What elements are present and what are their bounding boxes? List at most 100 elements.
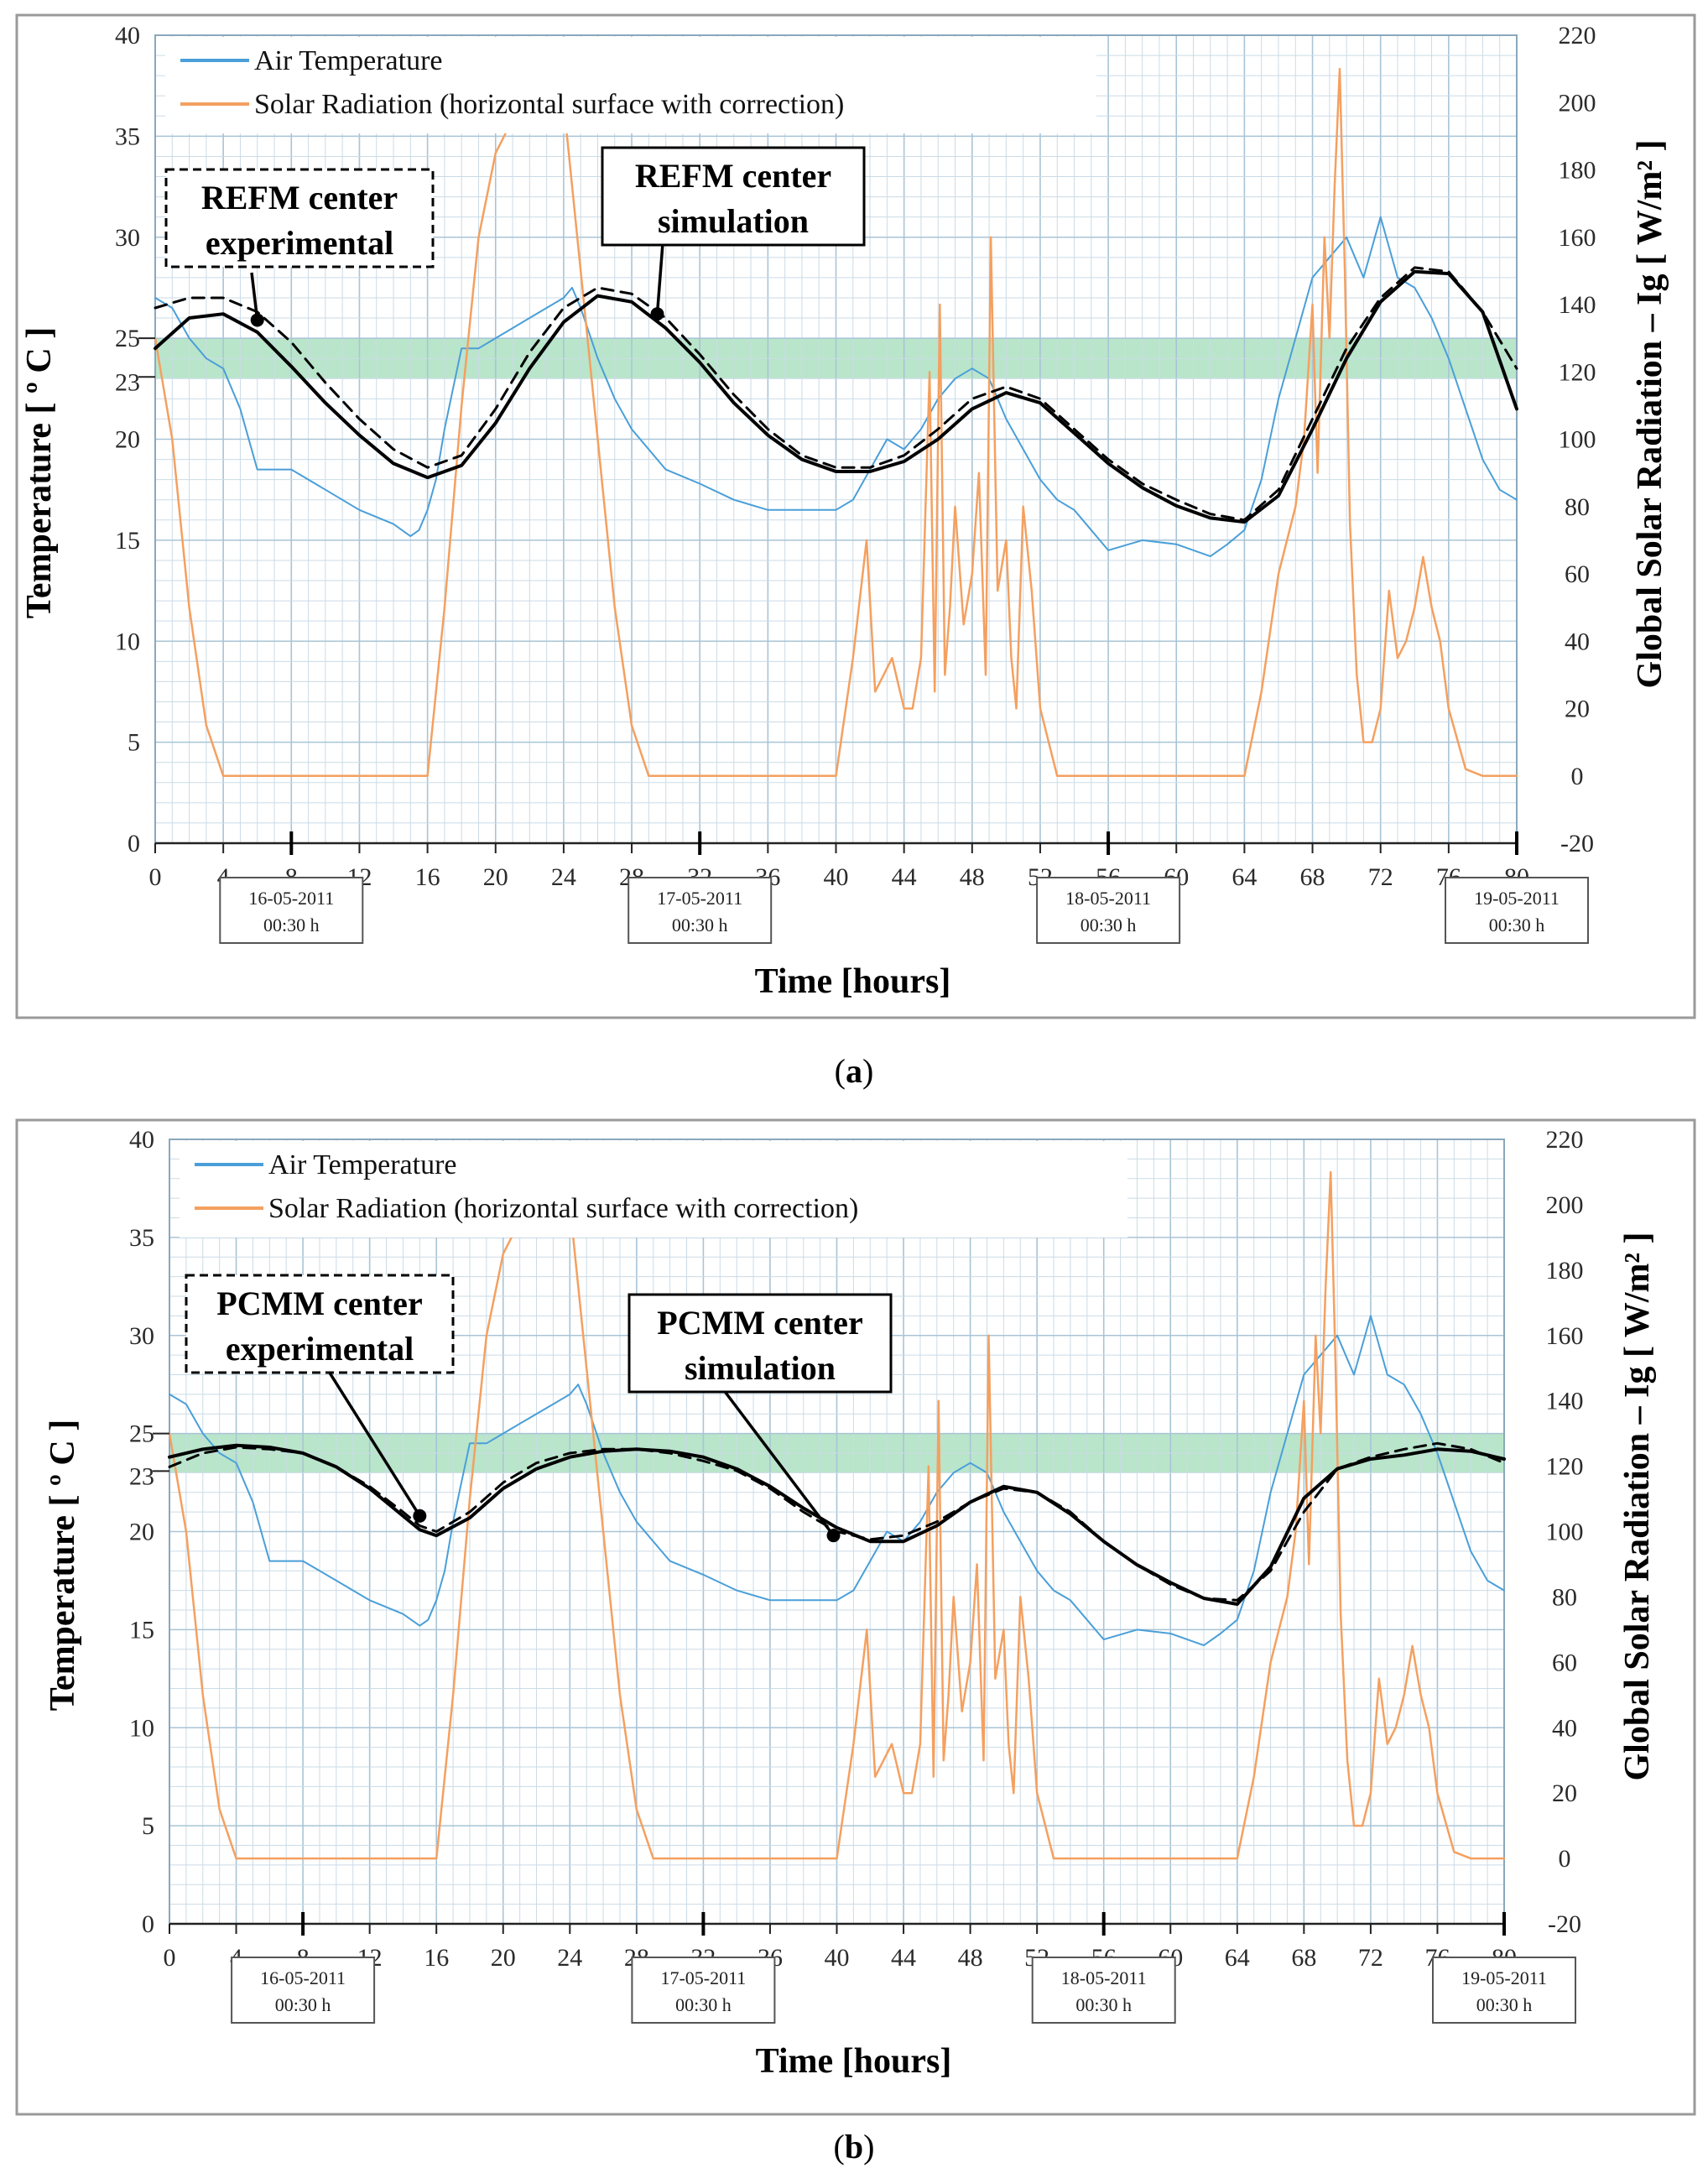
callout-leader bbox=[250, 272, 259, 320]
x-tick-label: 64 bbox=[1232, 863, 1257, 891]
date-label: 19-05-2011 bbox=[1474, 888, 1560, 909]
date-box bbox=[1432, 1957, 1576, 2024]
y-right-tick-label: 120 bbox=[1559, 358, 1596, 386]
callout-text: simulation bbox=[658, 202, 809, 240]
y-right-tick-label: 80 bbox=[1565, 493, 1590, 521]
x-axis-title: Time [hours] bbox=[756, 2042, 952, 2081]
x-tick-label: 20 bbox=[483, 863, 508, 891]
time-label: 00:30 h bbox=[675, 1994, 732, 2015]
y-right-tick-label: 100 bbox=[1559, 426, 1596, 454]
time-label: 00:30 h bbox=[263, 915, 320, 935]
y-left-tick-label: 20 bbox=[115, 426, 140, 454]
x-tick-label: 0 bbox=[149, 863, 162, 891]
x-tick-label: 24 bbox=[557, 1944, 582, 1972]
x-tick-label: 20 bbox=[491, 1944, 516, 1972]
x-tick-label: 72 bbox=[1358, 1944, 1383, 1972]
date-box bbox=[627, 877, 773, 944]
series-line-air-temperature bbox=[154, 216, 1518, 558]
y-right-tick-label: 60 bbox=[1565, 560, 1590, 588]
callout-marker bbox=[826, 1529, 841, 1543]
y-left-tick-label: 25 bbox=[115, 325, 140, 352]
x-tick-label: 48 bbox=[958, 1944, 983, 1972]
series-line-refm-center-simulation bbox=[154, 269, 1518, 524]
y-left-tick-label: 15 bbox=[129, 1616, 154, 1644]
x-tick-label: 0 bbox=[164, 1944, 176, 1972]
date-box bbox=[219, 877, 364, 944]
y-left-tick-label: 20 bbox=[129, 1519, 154, 1546]
y-right-tick-label: -20 bbox=[1548, 1910, 1581, 1938]
y-left-extra-tick-label: 23 bbox=[129, 1462, 154, 1490]
series-line-pcmm-center-experimental bbox=[168, 1441, 1506, 1602]
y-right-tick-label: 80 bbox=[1552, 1583, 1577, 1611]
y-right-tick-label: 60 bbox=[1552, 1649, 1577, 1676]
series-line-refm-center-experimental bbox=[154, 266, 1518, 522]
date-box bbox=[1445, 877, 1589, 944]
y-left-axis-title: Temperature [ º C ] bbox=[44, 1420, 82, 1711]
panel-b-caption: (b) bbox=[834, 2128, 875, 2165]
x-tick-label: 64 bbox=[1225, 1944, 1250, 1972]
callout-text: REFM center bbox=[201, 179, 398, 216]
callout-leader bbox=[655, 242, 664, 315]
callout-box bbox=[601, 146, 866, 247]
callout-marker bbox=[413, 1509, 427, 1523]
y-left-tick-label: 10 bbox=[115, 628, 140, 655]
y-right-tick-label: 220 bbox=[1559, 22, 1596, 50]
y-right-axis-title: Global Solar Radiation – Ig [ W/m² ] bbox=[1618, 1232, 1657, 1781]
y-left-tick-label: 30 bbox=[129, 1322, 154, 1350]
legend-box bbox=[180, 1141, 1127, 1238]
callout-leader bbox=[711, 1374, 835, 1537]
date-label: 18-05-2011 bbox=[1061, 1967, 1147, 1988]
y-right-tick-label: 200 bbox=[1559, 89, 1596, 117]
callout-text: PCMM center bbox=[216, 1285, 422, 1322]
time-label: 00:30 h bbox=[1081, 915, 1137, 935]
callout-text: PCMM center bbox=[657, 1304, 862, 1342]
date-label: 16-05-2011 bbox=[248, 888, 334, 909]
x-axis-title: Time [hours] bbox=[755, 962, 951, 1001]
callout-box bbox=[627, 1293, 893, 1394]
y-right-tick-label: 40 bbox=[1565, 628, 1590, 655]
y-left-tick-label: 40 bbox=[115, 22, 140, 50]
time-label: 00:30 h bbox=[1489, 915, 1545, 935]
x-tick-label: 68 bbox=[1300, 863, 1325, 891]
y-left-extra-tick-label: 23 bbox=[115, 368, 140, 396]
panel-a-caption: (a) bbox=[835, 1052, 874, 1090]
callout-text: simulation bbox=[685, 1349, 836, 1387]
x-tick-label: 40 bbox=[825, 1944, 850, 1972]
panel-b-chart: 0481216202428323640444852566064687276800… bbox=[15, 1118, 1696, 2116]
legend-label: Air Temperature bbox=[254, 45, 443, 76]
panel-a-chart: 0481216202428323640444852566064687276800… bbox=[15, 13, 1696, 1019]
y-right-tick-label: 180 bbox=[1546, 1257, 1584, 1285]
callout-text: experimental bbox=[206, 224, 393, 262]
x-tick-label: 40 bbox=[824, 863, 849, 891]
y-left-tick-label: 35 bbox=[129, 1224, 154, 1252]
y-right-tick-label: 220 bbox=[1546, 1126, 1584, 1154]
x-tick-label: 16 bbox=[424, 1944, 449, 1972]
y-left-tick-label: 5 bbox=[142, 1812, 154, 1840]
y-right-tick-label: 160 bbox=[1559, 224, 1596, 252]
x-tick-label: 44 bbox=[892, 863, 917, 891]
date-label: 17-05-2011 bbox=[657, 888, 742, 909]
y-left-tick-label: 5 bbox=[128, 729, 140, 757]
time-label: 00:30 h bbox=[1075, 1994, 1132, 2015]
y-right-tick-label: 40 bbox=[1552, 1714, 1577, 1742]
legend-label: Solar Radiation (horizontal surface with… bbox=[268, 1193, 858, 1224]
date-label: 16-05-2011 bbox=[260, 1967, 346, 1988]
callout-marker bbox=[650, 307, 664, 321]
y-right-tick-label: 0 bbox=[1571, 763, 1584, 790]
date-box bbox=[1031, 1957, 1176, 2024]
y-left-tick-label: 10 bbox=[129, 1714, 154, 1742]
date-box bbox=[231, 1957, 376, 2024]
y-right-tick-label: 140 bbox=[1546, 1388, 1584, 1415]
time-label: 00:30 h bbox=[672, 915, 728, 935]
date-box bbox=[1036, 877, 1181, 944]
time-label: 00:30 h bbox=[1476, 1994, 1533, 2015]
date-label: 19-05-2011 bbox=[1461, 1967, 1547, 1988]
y-right-tick-label: 160 bbox=[1546, 1322, 1584, 1350]
callout-box bbox=[185, 1274, 455, 1374]
y-left-tick-label: 25 bbox=[129, 1420, 154, 1448]
x-tick-label: 72 bbox=[1368, 863, 1393, 891]
legend-label: Air Temperature bbox=[268, 1149, 457, 1180]
time-label: 00:30 h bbox=[275, 1994, 331, 2015]
y-right-tick-label: 100 bbox=[1546, 1519, 1584, 1546]
x-tick-label: 24 bbox=[551, 863, 576, 891]
